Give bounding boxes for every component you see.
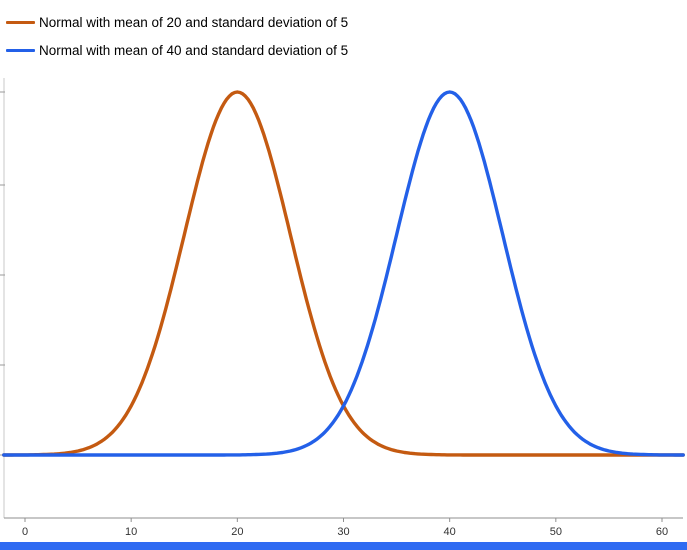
- svg-text:10: 10: [125, 526, 137, 538]
- legend: Normal with mean of 20 and standard devi…: [6, 8, 348, 64]
- legend-item: Normal with mean of 20 and standard devi…: [6, 8, 348, 36]
- svg-text:50: 50: [550, 526, 562, 538]
- svg-text:0: 0: [22, 526, 28, 538]
- legend-label: Normal with mean of 40 and standard devi…: [39, 42, 349, 58]
- legend-item: Normal with mean of 40 and standard devi…: [6, 36, 348, 64]
- svg-text:60: 60: [656, 526, 668, 538]
- svg-text:40: 40: [444, 526, 456, 538]
- window-bottom-edge: [0, 542, 687, 550]
- svg-text:30: 30: [337, 526, 349, 538]
- legend-line-swatch-blue: [6, 48, 35, 52]
- legend-label: Normal with mean of 20 and standard devi…: [39, 14, 349, 30]
- legend-line-swatch-orange: [6, 20, 35, 24]
- svg-text:20: 20: [231, 526, 243, 538]
